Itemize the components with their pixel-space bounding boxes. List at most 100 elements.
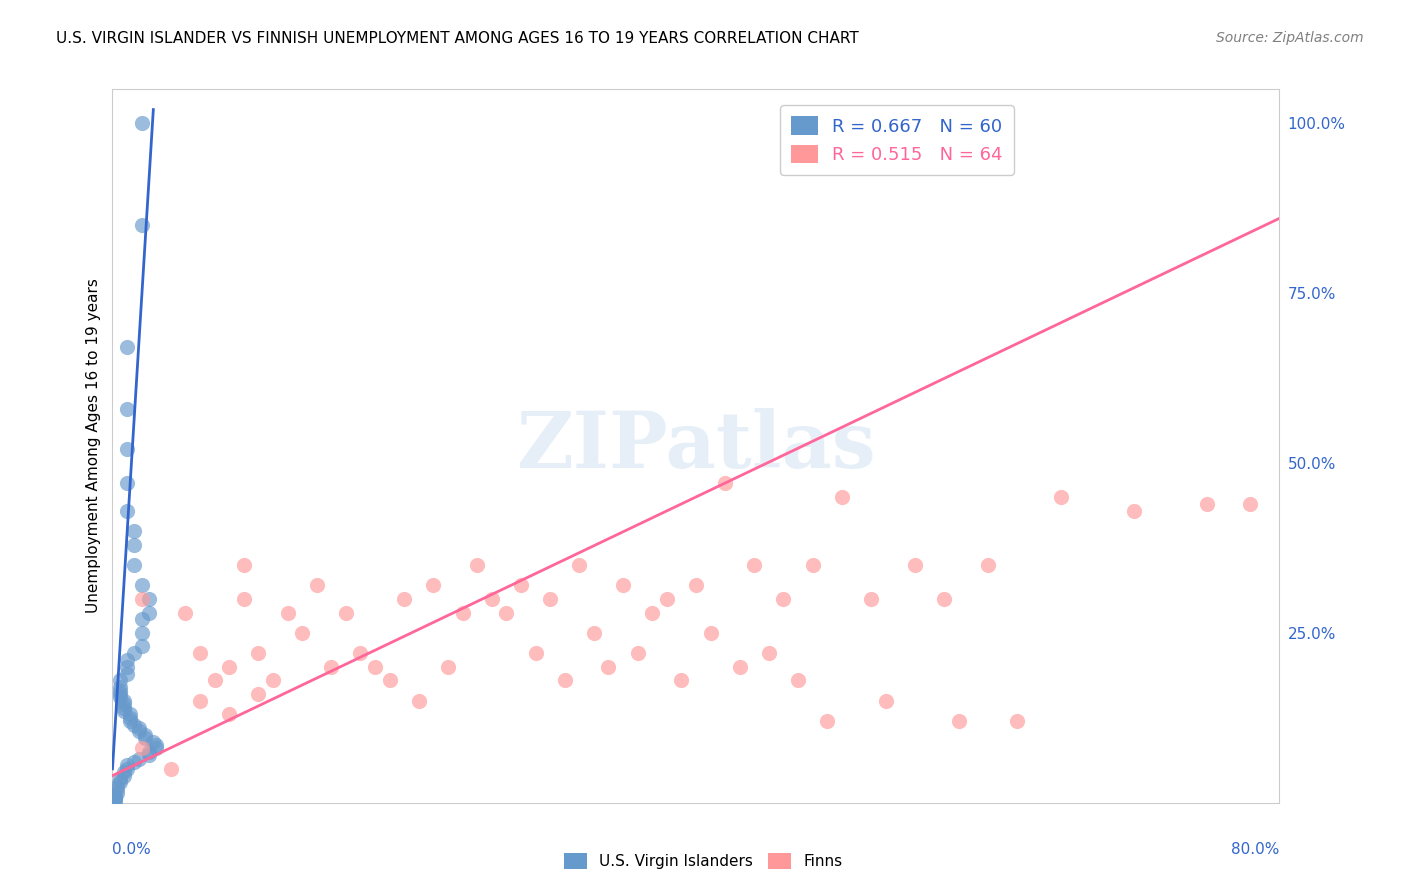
Text: Source: ZipAtlas.com: Source: ZipAtlas.com — [1216, 31, 1364, 45]
Point — [509, 578, 531, 592]
Point — [247, 646, 270, 660]
Point — [145, 738, 167, 752]
Point — [145, 741, 167, 756]
Point — [554, 673, 576, 688]
Point — [758, 646, 780, 660]
Point — [103, 796, 125, 810]
Point — [115, 401, 138, 416]
Point — [124, 537, 146, 551]
Point — [104, 790, 127, 805]
Point — [948, 714, 970, 729]
Point — [408, 694, 430, 708]
Point — [538, 591, 561, 606]
Point — [598, 660, 620, 674]
Point — [364, 660, 387, 674]
Point — [124, 755, 146, 769]
Point — [112, 700, 135, 714]
Point — [131, 218, 153, 232]
Point — [115, 341, 138, 355]
Point — [742, 558, 765, 572]
Point — [612, 578, 634, 592]
Point — [582, 626, 605, 640]
Point — [714, 476, 737, 491]
Text: 0.0%: 0.0% — [112, 842, 152, 857]
Point — [174, 606, 197, 620]
Point — [291, 626, 314, 640]
Point — [105, 779, 128, 793]
Point — [128, 721, 150, 735]
Point — [787, 673, 810, 688]
Text: 80.0%: 80.0% — [1232, 842, 1279, 857]
Point — [112, 769, 135, 783]
Point — [1049, 490, 1071, 504]
Point — [131, 626, 153, 640]
Point — [1005, 714, 1028, 729]
Point — [247, 687, 270, 701]
Point — [524, 646, 547, 660]
Point — [932, 591, 955, 606]
Point — [103, 795, 125, 809]
Point — [772, 591, 794, 606]
Point — [321, 660, 343, 674]
Point — [131, 578, 153, 592]
Point — [108, 673, 131, 688]
Point — [103, 796, 125, 810]
Point — [815, 714, 838, 729]
Point — [108, 687, 131, 701]
Legend: R = 0.667   N = 60, R = 0.515   N = 64: R = 0.667 N = 60, R = 0.515 N = 64 — [780, 105, 1014, 175]
Point — [108, 680, 131, 694]
Point — [232, 558, 254, 572]
Point — [105, 782, 128, 797]
Point — [134, 728, 156, 742]
Point — [904, 558, 927, 572]
Point — [115, 653, 138, 667]
Point — [108, 772, 131, 786]
Point — [118, 711, 141, 725]
Point — [124, 646, 146, 660]
Point — [875, 694, 897, 708]
Point — [305, 578, 328, 592]
Point — [115, 666, 138, 681]
Point — [655, 591, 678, 606]
Point — [108, 683, 131, 698]
Point — [131, 612, 153, 626]
Text: U.S. VIRGIN ISLANDER VS FINNISH UNEMPLOYMENT AMONG AGES 16 TO 19 YEARS CORRELATI: U.S. VIRGIN ISLANDER VS FINNISH UNEMPLOY… — [56, 31, 859, 46]
Point — [262, 673, 284, 688]
Point — [437, 660, 460, 674]
Point — [112, 698, 135, 712]
Point — [1122, 503, 1144, 517]
Point — [568, 558, 591, 572]
Point — [131, 741, 153, 756]
Point — [378, 673, 401, 688]
Point — [626, 646, 648, 660]
Point — [112, 765, 135, 780]
Point — [104, 792, 127, 806]
Point — [115, 762, 138, 776]
Point — [495, 606, 517, 620]
Point — [801, 558, 824, 572]
Y-axis label: Unemployment Among Ages 16 to 19 years: Unemployment Among Ages 16 to 19 years — [86, 278, 101, 614]
Point — [1195, 497, 1218, 511]
Point — [138, 606, 160, 620]
Point — [232, 591, 254, 606]
Point — [641, 606, 664, 620]
Legend: U.S. Virgin Islanders, Finns: U.S. Virgin Islanders, Finns — [558, 847, 848, 875]
Point — [138, 748, 160, 763]
Point — [699, 626, 721, 640]
Point — [108, 690, 131, 705]
Point — [115, 476, 138, 491]
Point — [422, 578, 444, 592]
Point — [859, 591, 883, 606]
Point — [976, 558, 998, 572]
Point — [349, 646, 371, 660]
Point — [138, 745, 160, 759]
Point — [115, 660, 138, 674]
Point — [218, 660, 240, 674]
Point — [160, 762, 183, 776]
Point — [465, 558, 488, 572]
Point — [105, 786, 128, 800]
Point — [115, 758, 138, 772]
Point — [115, 442, 138, 457]
Point — [104, 794, 127, 808]
Point — [204, 673, 226, 688]
